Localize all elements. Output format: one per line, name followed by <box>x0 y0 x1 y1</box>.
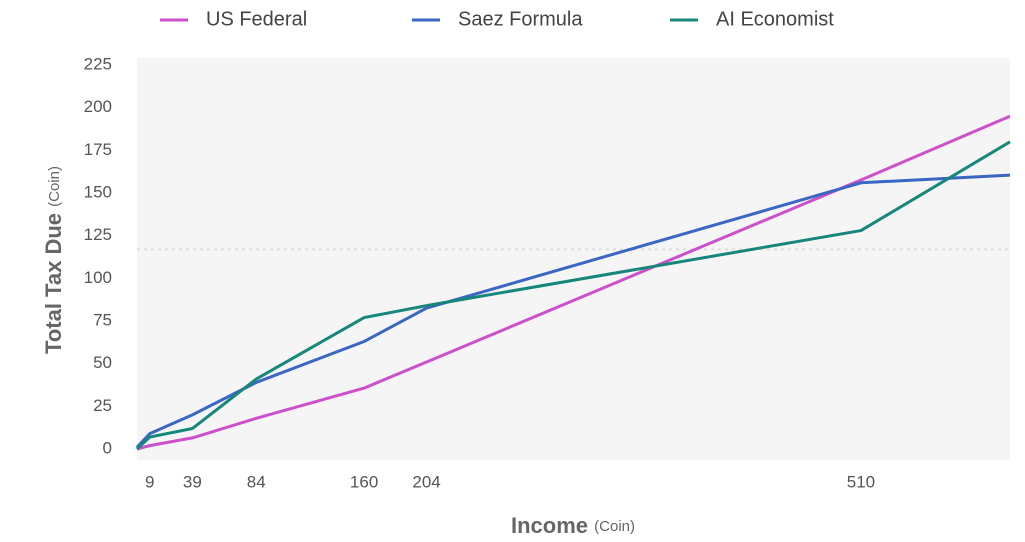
x-tick-label: 204 <box>412 472 440 491</box>
x-tick-label: 84 <box>247 472 266 491</box>
series-line <box>135 140 1011 451</box>
y-tick-label: 150 <box>84 182 112 201</box>
y-tick-label: 75 <box>93 310 112 329</box>
y-tick-label: 50 <box>93 353 112 372</box>
y-axis-unit: (Coin) <box>46 166 63 207</box>
y-tick-label: 0 <box>103 438 112 457</box>
y-axis-title: Total Tax Due (Coin) <box>41 166 66 354</box>
y-tick-label: 25 <box>93 396 112 415</box>
legend-label: US Federal <box>206 8 307 30</box>
y-tick-label: 175 <box>84 140 112 159</box>
y-axis-label: Total Tax Due <box>41 213 66 354</box>
y-tick-label: 225 <box>84 54 112 73</box>
legend-label: AI Economist <box>716 8 834 30</box>
y-tick-label: 125 <box>84 225 112 244</box>
x-axis-title: Income (Coin) <box>511 513 635 538</box>
y-tick-label: 200 <box>84 97 112 116</box>
y-tick-label: 100 <box>84 268 112 287</box>
x-tick-label: 39 <box>183 472 202 491</box>
x-axis-unit: (Coin) <box>594 518 635 535</box>
x-tick-label: 510 <box>847 472 875 491</box>
series-line <box>135 173 1011 449</box>
x-tick-label: 160 <box>350 472 378 491</box>
x-axis-label: Income <box>511 513 588 538</box>
legend-label: Saez Formula <box>458 8 583 30</box>
series-line <box>136 114 1011 451</box>
plot-background <box>137 58 1010 460</box>
x-tick-label: 9 <box>145 472 154 491</box>
